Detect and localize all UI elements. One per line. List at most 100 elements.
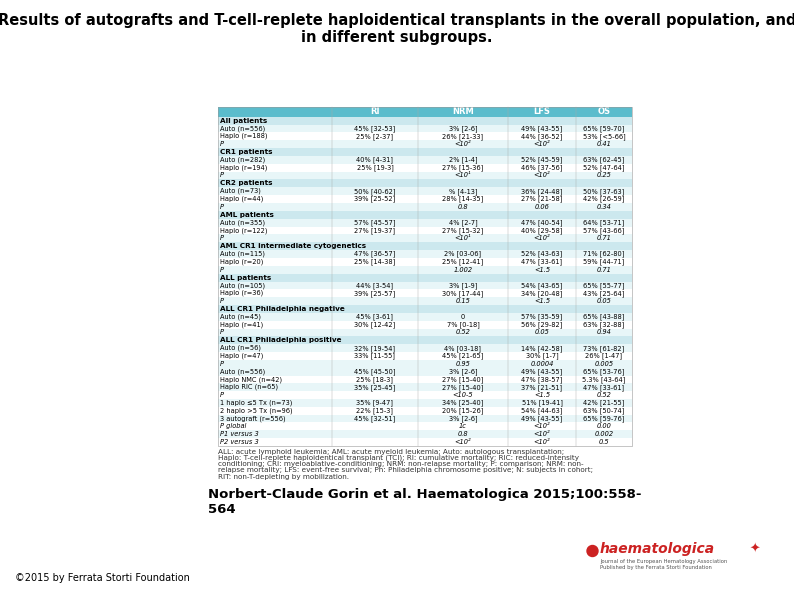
Text: <10²: <10²	[534, 141, 550, 147]
Bar	[218, 345, 632, 352]
Text: 45% [32-53]: 45% [32-53]	[354, 125, 395, 131]
Text: RI: RI	[370, 107, 380, 116]
Text: 0.25: 0.25	[596, 173, 611, 178]
Text: 39% [25-57]: 39% [25-57]	[354, 290, 395, 296]
Text: ALL CR1 Philadelphia negative: ALL CR1 Philadelphia negative	[220, 306, 345, 312]
Text: 52% [47-64]: 52% [47-64]	[584, 164, 625, 171]
Text: <1.5: <1.5	[534, 267, 550, 273]
Text: 47% [40-54]: 47% [40-54]	[521, 219, 563, 226]
Text: 3% [2-6]: 3% [2-6]	[449, 415, 477, 422]
Text: 0.41: 0.41	[596, 141, 611, 147]
Bar	[218, 179, 632, 187]
Bar	[218, 258, 632, 266]
Text: Haplo (r=44): Haplo (r=44)	[220, 196, 264, 202]
Text: 47% [33-61]: 47% [33-61]	[522, 258, 563, 265]
Text: Results of autografts and T-cell-replete haploidentical transplants in the overa: Results of autografts and T-cell-replete…	[0, 13, 794, 45]
Text: <10²: <10²	[534, 235, 550, 241]
Text: 65% [59-70]: 65% [59-70]	[584, 125, 625, 131]
Text: 47% [38-57]: 47% [38-57]	[522, 376, 563, 383]
Circle shape	[587, 546, 598, 556]
Text: 33% [11-55]: 33% [11-55]	[354, 353, 395, 359]
Bar	[218, 422, 632, 430]
Text: 0.52: 0.52	[596, 392, 611, 398]
Bar	[218, 148, 632, 156]
Text: 49% [43-55]: 49% [43-55]	[522, 415, 563, 422]
Text: 2 haplo >5 Tx (n=96): 2 haplo >5 Tx (n=96)	[220, 408, 293, 414]
Text: 32% [19-54]: 32% [19-54]	[354, 345, 395, 352]
Text: 1c: 1c	[459, 423, 467, 429]
Bar	[218, 195, 632, 203]
Text: 22% [15-3]: 22% [15-3]	[357, 407, 394, 414]
Text: <10²: <10²	[455, 439, 472, 445]
Text: 57% [43-66]: 57% [43-66]	[584, 227, 625, 234]
Text: 3 autograft (r=556): 3 autograft (r=556)	[220, 415, 286, 422]
Text: Haplo: T-cell-replete haploidentical transplant (TCI); RI: cumulative mortality;: Haplo: T-cell-replete haploidentical tra…	[218, 455, 579, 461]
Bar	[218, 171, 632, 179]
Text: 39% [25-52]: 39% [25-52]	[354, 196, 395, 202]
Text: 0.005: 0.005	[595, 361, 614, 367]
Text: 2% [1-4]: 2% [1-4]	[449, 156, 477, 163]
Text: Haplo NMC (n=42): Haplo NMC (n=42)	[220, 376, 282, 383]
Text: 42% [21-55]: 42% [21-55]	[584, 399, 625, 406]
Text: Auto (n=556): Auto (n=556)	[220, 125, 265, 131]
Bar	[218, 368, 632, 375]
Text: Auto (n=282): Auto (n=282)	[220, 156, 265, 163]
Text: <10²: <10²	[534, 431, 550, 437]
Text: OS: OS	[598, 107, 611, 116]
Bar	[218, 305, 632, 313]
Text: 65% [53-76]: 65% [53-76]	[584, 368, 625, 375]
Text: 5.3% [43-64]: 5.3% [43-64]	[582, 376, 626, 383]
Bar	[218, 274, 632, 281]
Text: 0.71: 0.71	[596, 267, 611, 273]
Text: 3% [2-6]: 3% [2-6]	[449, 368, 477, 375]
Text: Auto (n=105): Auto (n=105)	[220, 282, 265, 289]
Bar	[218, 415, 632, 422]
Text: 50% [40-62]: 50% [40-62]	[354, 188, 395, 195]
Text: <10²: <10²	[534, 423, 550, 429]
Bar	[218, 281, 632, 289]
Text: 20% [15-26]: 20% [15-26]	[442, 407, 484, 414]
Text: Auto (n=115): Auto (n=115)	[220, 250, 265, 257]
Bar	[218, 289, 632, 297]
Text: All patients: All patients	[220, 117, 268, 124]
Text: 14% [42-58]: 14% [42-58]	[522, 345, 563, 352]
Text: 51% [19-41]: 51% [19-41]	[522, 399, 562, 406]
Text: 43% [25-64]: 43% [25-64]	[584, 290, 625, 296]
Text: P: P	[220, 298, 224, 304]
Text: 0.71: 0.71	[596, 235, 611, 241]
Text: 0: 0	[461, 314, 465, 320]
Text: P: P	[220, 173, 224, 178]
Text: 63% [50-74]: 63% [50-74]	[584, 407, 625, 414]
Bar	[218, 360, 632, 368]
Text: 45% [32-51]: 45% [32-51]	[354, 415, 395, 422]
Text: 0.94: 0.94	[596, 330, 611, 336]
Text: 1.002: 1.002	[453, 267, 472, 273]
Bar	[218, 430, 632, 438]
Text: 0.52: 0.52	[456, 330, 470, 336]
Text: haematologica: haematologica	[600, 542, 715, 556]
Text: 65% [43-88]: 65% [43-88]	[584, 314, 625, 320]
Text: 25% [2-37]: 25% [2-37]	[357, 133, 394, 140]
Text: ALL patients: ALL patients	[220, 274, 272, 280]
Text: Norbert-Claude Gorin et al. Haematologica 2015;100:558-
564: Norbert-Claude Gorin et al. Haematologic…	[208, 488, 642, 516]
Text: Haplo (r=47): Haplo (r=47)	[220, 353, 264, 359]
Text: 59% [44-71]: 59% [44-71]	[584, 258, 625, 265]
Text: 63% [32-88]: 63% [32-88]	[584, 321, 625, 328]
Bar	[218, 242, 632, 250]
Bar	[218, 328, 632, 336]
Text: 3% [2-6]: 3% [2-6]	[449, 125, 477, 131]
Text: 73% [61-82]: 73% [61-82]	[584, 345, 625, 352]
Text: 35% [25-45]: 35% [25-45]	[354, 384, 395, 390]
Text: 27% [21-58]: 27% [21-58]	[522, 196, 563, 202]
Text: 25% [18-3]: 25% [18-3]	[357, 376, 394, 383]
Text: CR1 patients: CR1 patients	[220, 149, 272, 155]
Text: 0.06: 0.06	[534, 204, 549, 210]
Text: 26% [21-33]: 26% [21-33]	[442, 133, 484, 140]
Bar	[218, 391, 632, 399]
Text: 40% [29-58]: 40% [29-58]	[522, 227, 563, 234]
Bar	[218, 156, 632, 164]
Bar	[218, 219, 632, 227]
Text: <10¹: <10¹	[455, 235, 472, 241]
Text: 44% [36-52]: 44% [36-52]	[522, 133, 563, 140]
Bar	[218, 321, 632, 328]
